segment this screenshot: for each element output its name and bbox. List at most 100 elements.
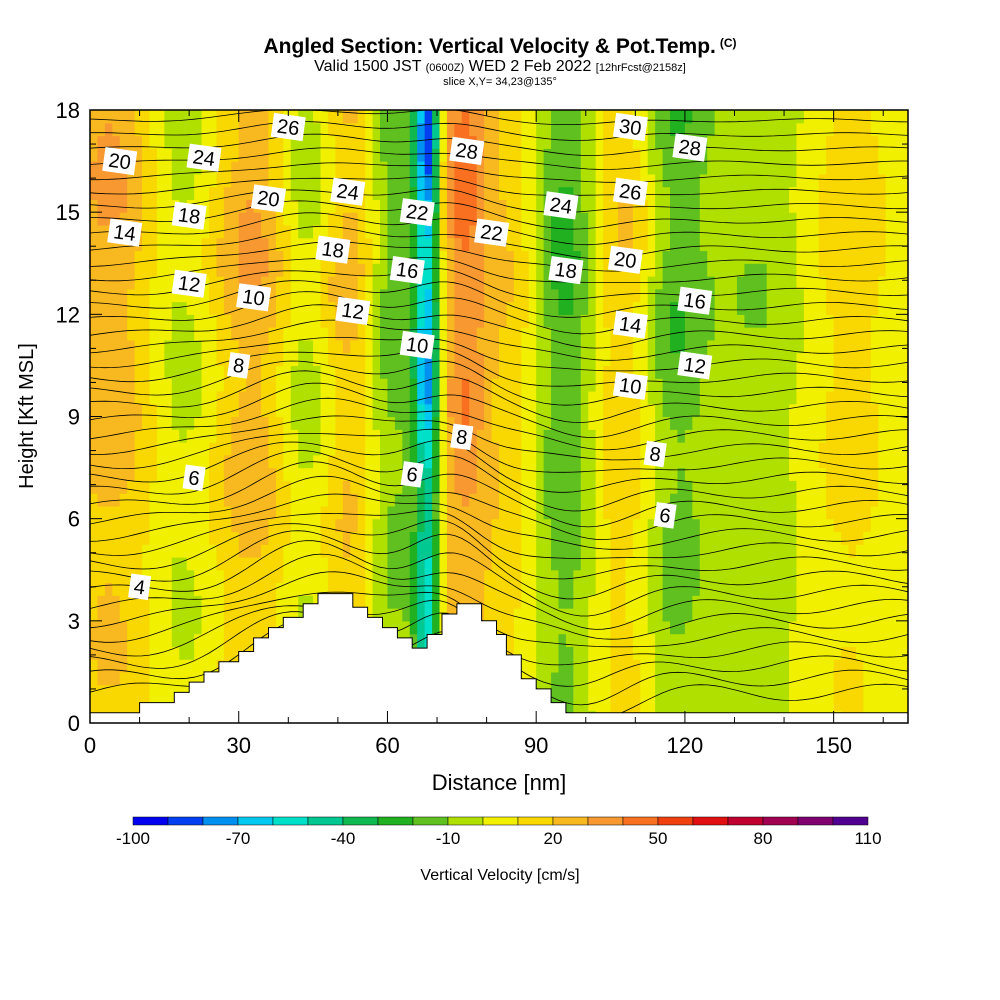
w-cell (417, 148, 426, 162)
w-cell (766, 276, 775, 290)
w-cell (610, 556, 619, 571)
w-cell (506, 582, 515, 596)
w-cell (372, 556, 381, 571)
w-cell (759, 544, 768, 558)
w-cell (171, 684, 180, 699)
w-cell (476, 582, 485, 596)
w-cell (194, 569, 203, 584)
w-cell (409, 429, 418, 443)
w-cell (365, 263, 374, 277)
w-cell (781, 403, 790, 418)
w-cell (543, 301, 552, 315)
w-cell (536, 620, 545, 635)
w-cell (625, 403, 634, 418)
w-cell (246, 263, 255, 277)
w-cell (179, 288, 188, 303)
w-cell (90, 339, 99, 354)
w-cell (298, 569, 307, 584)
w-cell (573, 646, 582, 660)
w-cell (164, 161, 173, 175)
w-cell (595, 314, 604, 328)
w-cell (119, 569, 128, 584)
w-cell (104, 416, 113, 430)
w-cell (744, 544, 753, 558)
w-cell (848, 556, 857, 571)
w-cell (164, 544, 173, 558)
w-cell (662, 122, 671, 137)
w-cell (506, 186, 515, 200)
w-cell (803, 467, 812, 481)
w-cell (380, 110, 389, 124)
w-cell (112, 493, 121, 507)
w-cell (394, 493, 403, 507)
w-cell (818, 493, 827, 507)
w-cell (476, 327, 485, 341)
w-cell (305, 352, 314, 367)
w-cell (261, 339, 270, 354)
w-cell (848, 212, 857, 226)
w-cell (446, 429, 455, 443)
w-cell (722, 556, 731, 571)
w-cell (736, 301, 745, 315)
w-cell (365, 390, 374, 405)
w-cell (684, 697, 693, 711)
w-cell (454, 276, 463, 290)
w-cell (112, 263, 121, 277)
w-cell (662, 327, 671, 341)
w-cell (327, 327, 336, 341)
w-cell (818, 327, 827, 341)
w-cell (580, 122, 589, 137)
w-cell (164, 659, 173, 673)
w-cell (335, 467, 344, 481)
w-cell (736, 339, 745, 354)
w-cell (313, 467, 322, 481)
w-cell (528, 250, 537, 264)
w-cell (469, 365, 478, 379)
w-cell (127, 339, 136, 354)
w-cell (179, 620, 188, 635)
w-cell (580, 646, 589, 660)
w-cell (231, 301, 240, 315)
w-cell (580, 212, 589, 226)
w-cell (625, 633, 634, 647)
w-cell (127, 365, 136, 379)
w-cell (476, 429, 485, 443)
w-cell (506, 620, 515, 635)
w-cell (803, 288, 812, 303)
w-cell (97, 544, 106, 558)
w-cell (335, 531, 344, 545)
w-cell (446, 301, 455, 315)
w-cell (194, 122, 203, 137)
w-cell (149, 250, 158, 264)
w-cell (647, 671, 656, 686)
w-cell (811, 301, 820, 315)
w-cell (573, 199, 582, 213)
w-cell (543, 569, 552, 584)
w-cell (595, 659, 604, 673)
w-cell (521, 531, 530, 545)
w-cell (298, 314, 307, 328)
w-cell (112, 697, 121, 711)
w-cell (796, 531, 805, 545)
w-cell (305, 263, 314, 277)
w-cell (499, 276, 508, 290)
w-cell (543, 122, 552, 137)
w-cell (394, 161, 403, 175)
w-cell (803, 582, 812, 596)
w-cell (335, 327, 344, 341)
w-cell (855, 237, 864, 252)
w-cell (625, 544, 634, 558)
w-cell (186, 378, 195, 392)
w-cell (119, 442, 128, 456)
w-cell (670, 110, 679, 124)
w-cell (179, 518, 188, 533)
w-cell (335, 263, 344, 277)
w-cell (513, 582, 522, 596)
w-cell (506, 301, 515, 315)
w-cell (164, 390, 173, 405)
w-cell (409, 493, 418, 507)
w-cell (684, 110, 693, 124)
w-cell (647, 378, 656, 392)
w-cell (543, 288, 552, 303)
w-cell (796, 608, 805, 622)
